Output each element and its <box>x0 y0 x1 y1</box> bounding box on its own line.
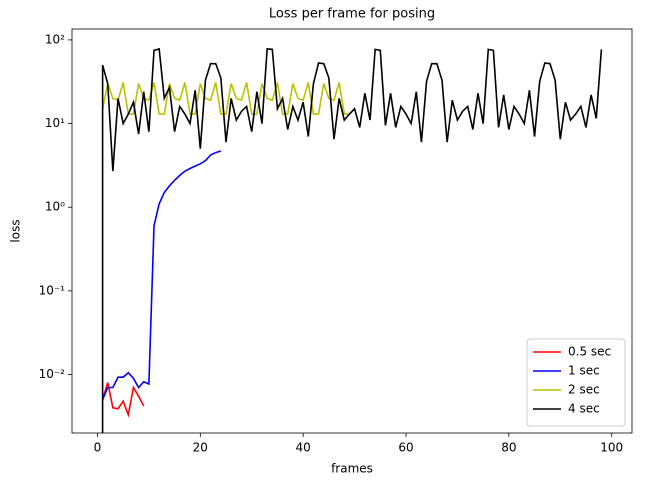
line-series <box>101 80 350 115</box>
x-tick-label: 100 <box>600 441 623 455</box>
y-tick-label: 10⁻¹ <box>39 283 66 297</box>
legend-label: 4 sec <box>568 402 600 416</box>
y-tick-label: 10⁰ <box>45 200 65 214</box>
plot-frame <box>71 28 633 434</box>
legend-label: 2 sec <box>568 383 600 397</box>
y-tick-label: 10¹ <box>45 116 65 130</box>
x-tick-label: 0 <box>94 441 102 455</box>
y-axis-label: loss <box>9 219 23 242</box>
y-tick-label: 10⁻² <box>39 367 66 381</box>
legend-label: 0.5 sec <box>568 345 611 359</box>
x-tick-label: 20 <box>193 441 208 455</box>
line-series <box>101 47 603 433</box>
legend-box <box>526 338 626 427</box>
chart-title: Loss per frame for posing <box>269 7 435 22</box>
x-axis-label: frames <box>331 462 373 476</box>
plot-lines <box>101 47 603 433</box>
x-tick-label: 60 <box>398 441 413 455</box>
line-series <box>101 150 222 401</box>
x-tick-label: 40 <box>296 441 311 455</box>
line-series <box>101 382 145 418</box>
legend-label: 1 sec <box>568 364 600 378</box>
y-tick-label: 10² <box>45 32 65 46</box>
x-tick-label: 80 <box>501 441 516 455</box>
